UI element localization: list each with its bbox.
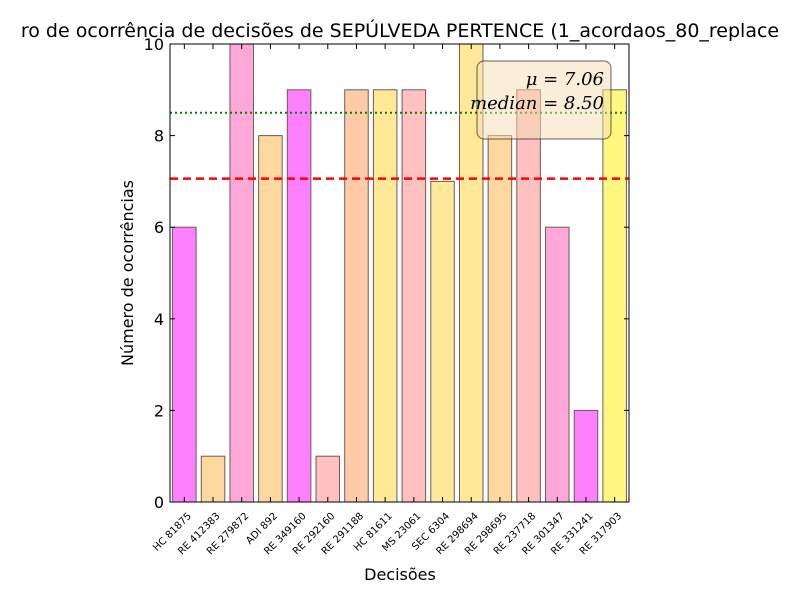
stats-mean-text: μ = 7.06 [526, 69, 604, 90]
bars-layer [172, 43, 627, 503]
bar-3 [258, 135, 283, 503]
bar-8 [401, 89, 427, 503]
bar-13 [545, 226, 570, 503]
bar-4 [286, 89, 312, 503]
bar-5 [315, 455, 341, 503]
stats-box: μ = 7.06 median = 8.50 [470, 60, 612, 140]
reference-lines [170, 111, 629, 180]
bar-9 [430, 180, 455, 503]
bar-14 [573, 409, 599, 503]
bar-11 [487, 135, 513, 503]
y-tick-label: 6 [154, 218, 164, 237]
plot-frame [169, 43, 630, 503]
bar-0 [172, 226, 197, 503]
stats-box-background [476, 60, 612, 140]
bar-6 [344, 89, 369, 503]
y-axis: 0 2 4 6 8 10 [144, 35, 629, 512]
bar-1 [200, 455, 226, 503]
chart-title: ro de ocorrência de decisões de SEPÚLVED… [21, 18, 779, 42]
y-tick-label: 0 [154, 493, 164, 512]
stats-median-text: median = 8.50 [470, 93, 604, 114]
y-tick-label: 8 [154, 127, 164, 146]
y-tick-label: 10 [144, 35, 164, 54]
bar-12 [516, 89, 541, 503]
bar-15 [602, 89, 627, 503]
y-tick-label: 2 [154, 401, 164, 420]
x-axis-label: Decisões [364, 565, 436, 584]
y-tick-label: 4 [154, 310, 164, 329]
bar-7 [372, 89, 398, 503]
y-axis-label: Número de ocorrências [118, 180, 137, 366]
